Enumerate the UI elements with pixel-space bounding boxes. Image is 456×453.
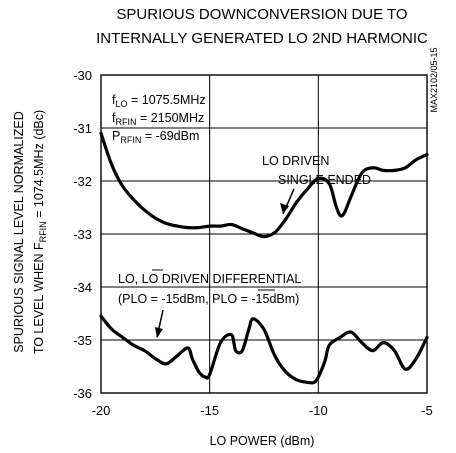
- y-tick-label: -32: [73, 174, 92, 189]
- series-line-differential: [99, 314, 429, 385]
- series-layer: [99, 131, 429, 385]
- x-tick-label: -15: [200, 403, 219, 418]
- x-axis-label: LO POWER (dBm): [210, 434, 315, 448]
- differential-label-line-2: (PLO = -15dBm, PLO = -15dBm): [118, 292, 299, 306]
- y-tick-label: -30: [73, 68, 92, 83]
- figure-id: MAX2102/05-15: [429, 47, 439, 112]
- plot-frame: [100, 74, 428, 394]
- x-tick-label: -20: [92, 403, 111, 418]
- y-tick-label: -31: [73, 121, 92, 136]
- chart-title-line-2: INTERNALLY GENERATED LO 2ND HARMONIC: [96, 30, 428, 47]
- x-tick-label: -10: [309, 403, 328, 418]
- conditions-block: fLO = 1075.5MHz fRFIN = 2150MHz PRFIN = …: [112, 93, 206, 145]
- tick-layer: -20 -15 -10 -5 -30 -31 -32 -33 -34 -35 -36: [73, 68, 433, 418]
- single-ended-label-line-2: SINGLE ENDED: [278, 173, 371, 187]
- single-ended-label-line-1: LO DRIVEN: [262, 154, 329, 168]
- y-axis-label: SPURIOUS SIGNAL LEVEL NORMALIZED TO LEVE…: [12, 110, 48, 354]
- y-tick-label: -36: [73, 386, 92, 401]
- single-ended-arrowhead: [280, 203, 289, 214]
- y-axis-label-line-1: SPURIOUS SIGNAL LEVEL NORMALIZED: [12, 111, 26, 353]
- y-tick-label: -35: [73, 333, 92, 348]
- y-tick-label: -34: [73, 280, 92, 295]
- condition-prfin: PRFIN = -69dBm: [112, 129, 199, 145]
- y-axis-label-line-2: TO LEVEL WHEN FRFIN = 1074.5MHz (dBc): [32, 110, 48, 354]
- differential-label-line-1: LO, LO DRIVEN DIFFERENTIAL: [118, 272, 301, 286]
- condition-flo: fLO = 1075.5MHz: [112, 93, 206, 109]
- x-tick-label: -5: [421, 403, 433, 418]
- condition-frfin: fRFIN = 2150MHz: [112, 111, 204, 127]
- chart-title-line-1: SPURIOUS DOWNCONVERSION DUE TO: [116, 6, 407, 23]
- series-line-single_ended: [99, 131, 429, 239]
- differential-arrowhead: [155, 327, 163, 338]
- y-tick-label: -33: [73, 227, 92, 242]
